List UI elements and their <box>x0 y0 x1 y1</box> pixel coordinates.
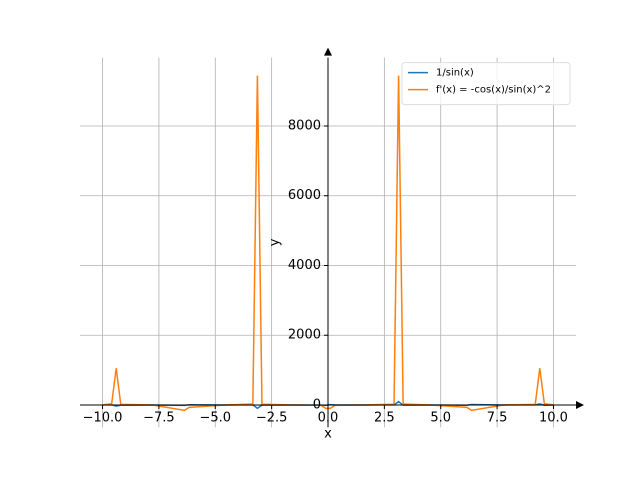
x-tick-label: 7.5 <box>487 410 508 425</box>
legend: 1/sin(x) f'(x) = -cos(x)/sin(x)^2 <box>401 62 571 106</box>
x-tick-label: −7.5 <box>143 410 175 425</box>
y-tick-label: 4000 <box>288 258 321 273</box>
x-arrow <box>576 400 584 409</box>
x-tick-label: 2.5 <box>374 410 395 425</box>
legend-label: f'(x) = -cos(x)/sin(x)^2 <box>436 85 551 96</box>
x-tick-label: −5.0 <box>199 410 231 425</box>
legend-box <box>401 62 571 106</box>
y-arrow <box>324 47 332 56</box>
x-tick-label: 5.0 <box>430 410 451 425</box>
legend-label: 1/sin(x) <box>436 68 474 79</box>
y-tick-label: 8000 <box>288 118 321 133</box>
x-tick-label: −10.0 <box>83 410 123 425</box>
y-tick-label: 6000 <box>288 188 321 203</box>
y-axis-label: y <box>268 238 283 246</box>
x-tick-label: −2.5 <box>256 410 288 425</box>
x-axis-label: x <box>324 426 332 441</box>
y-tick-label: 2000 <box>288 328 321 343</box>
axes: −10.0 −7.5 −5.0 −2.5 0.0 2.5 5.0 7.5 10.00200040… <box>80 47 584 441</box>
x-tick-label: 10.0 <box>539 410 568 425</box>
